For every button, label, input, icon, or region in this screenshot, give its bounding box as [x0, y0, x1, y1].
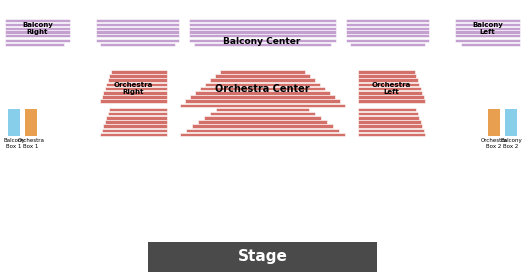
Bar: [104, 120, 167, 124]
Bar: [5, 27, 70, 30]
Text: Orchestra
Left: Orchestra Left: [372, 82, 411, 95]
Bar: [455, 23, 520, 26]
Bar: [109, 74, 167, 78]
Bar: [96, 39, 179, 42]
Bar: [505, 109, 517, 136]
Bar: [210, 112, 315, 115]
Bar: [346, 39, 429, 42]
Bar: [5, 39, 70, 42]
Text: Orchestra Center: Orchestra Center: [215, 84, 309, 94]
Bar: [106, 83, 167, 86]
Bar: [100, 99, 167, 103]
Bar: [189, 19, 336, 22]
Bar: [488, 109, 500, 136]
Bar: [189, 39, 336, 42]
Bar: [346, 27, 429, 30]
Bar: [346, 30, 429, 34]
Bar: [346, 23, 429, 26]
Bar: [103, 124, 167, 128]
Bar: [358, 116, 419, 119]
Bar: [204, 116, 321, 119]
Bar: [358, 74, 416, 78]
Bar: [358, 124, 422, 128]
Bar: [185, 99, 340, 103]
Bar: [25, 109, 37, 136]
Bar: [200, 87, 325, 90]
Bar: [189, 27, 336, 30]
Bar: [96, 30, 179, 34]
Bar: [205, 83, 320, 86]
Bar: [8, 109, 20, 136]
Bar: [461, 43, 520, 46]
Bar: [358, 99, 425, 103]
Bar: [5, 34, 70, 37]
Text: Balcony
Box 1: Balcony Box 1: [3, 138, 25, 149]
Bar: [96, 34, 179, 37]
Bar: [180, 104, 345, 107]
Bar: [215, 74, 310, 78]
Bar: [189, 23, 336, 26]
Bar: [189, 30, 336, 34]
Bar: [96, 27, 179, 30]
Bar: [190, 95, 335, 99]
Bar: [358, 112, 417, 115]
Bar: [109, 107, 167, 111]
Bar: [350, 43, 425, 46]
Bar: [220, 70, 305, 73]
Bar: [103, 91, 167, 94]
Bar: [455, 39, 520, 42]
Bar: [192, 124, 333, 128]
Bar: [189, 34, 336, 37]
Bar: [106, 116, 167, 119]
Bar: [358, 129, 424, 132]
Bar: [358, 70, 415, 73]
Bar: [5, 23, 70, 26]
Text: Stage: Stage: [237, 250, 288, 265]
Bar: [195, 91, 330, 94]
Text: Balcony Center: Balcony Center: [223, 37, 301, 46]
Bar: [210, 78, 315, 82]
Text: Orchestra
Right: Orchestra Right: [114, 82, 153, 95]
Bar: [100, 43, 175, 46]
Bar: [358, 91, 422, 94]
Text: Balcony
Right: Balcony Right: [22, 22, 53, 35]
Bar: [5, 43, 64, 46]
Text: Balcony
Left: Balcony Left: [472, 22, 503, 35]
Bar: [455, 27, 520, 30]
Bar: [110, 70, 167, 73]
Bar: [346, 19, 429, 22]
Bar: [96, 19, 179, 22]
Text: Balcony
Box 2: Balcony Box 2: [500, 138, 522, 149]
Bar: [148, 242, 377, 272]
Bar: [455, 34, 520, 37]
Bar: [358, 133, 425, 136]
Bar: [358, 83, 419, 86]
Text: Orchestra
Box 2: Orchestra Box 2: [480, 138, 508, 149]
Bar: [96, 23, 179, 26]
Bar: [358, 107, 416, 111]
Bar: [101, 129, 167, 132]
Bar: [108, 112, 167, 115]
Bar: [5, 19, 70, 22]
Bar: [180, 133, 345, 136]
Bar: [101, 95, 167, 99]
Bar: [346, 34, 429, 37]
Bar: [104, 87, 167, 90]
Bar: [5, 30, 70, 34]
Bar: [455, 30, 520, 34]
Bar: [358, 120, 421, 124]
Bar: [358, 95, 424, 99]
Bar: [216, 107, 309, 111]
Text: Orchestra
Box 1: Orchestra Box 1: [17, 138, 45, 149]
Bar: [108, 78, 167, 82]
Bar: [100, 133, 167, 136]
Bar: [198, 120, 327, 124]
Bar: [194, 43, 331, 46]
Bar: [358, 87, 421, 90]
Bar: [455, 19, 520, 22]
Bar: [358, 78, 417, 82]
Bar: [186, 129, 339, 132]
